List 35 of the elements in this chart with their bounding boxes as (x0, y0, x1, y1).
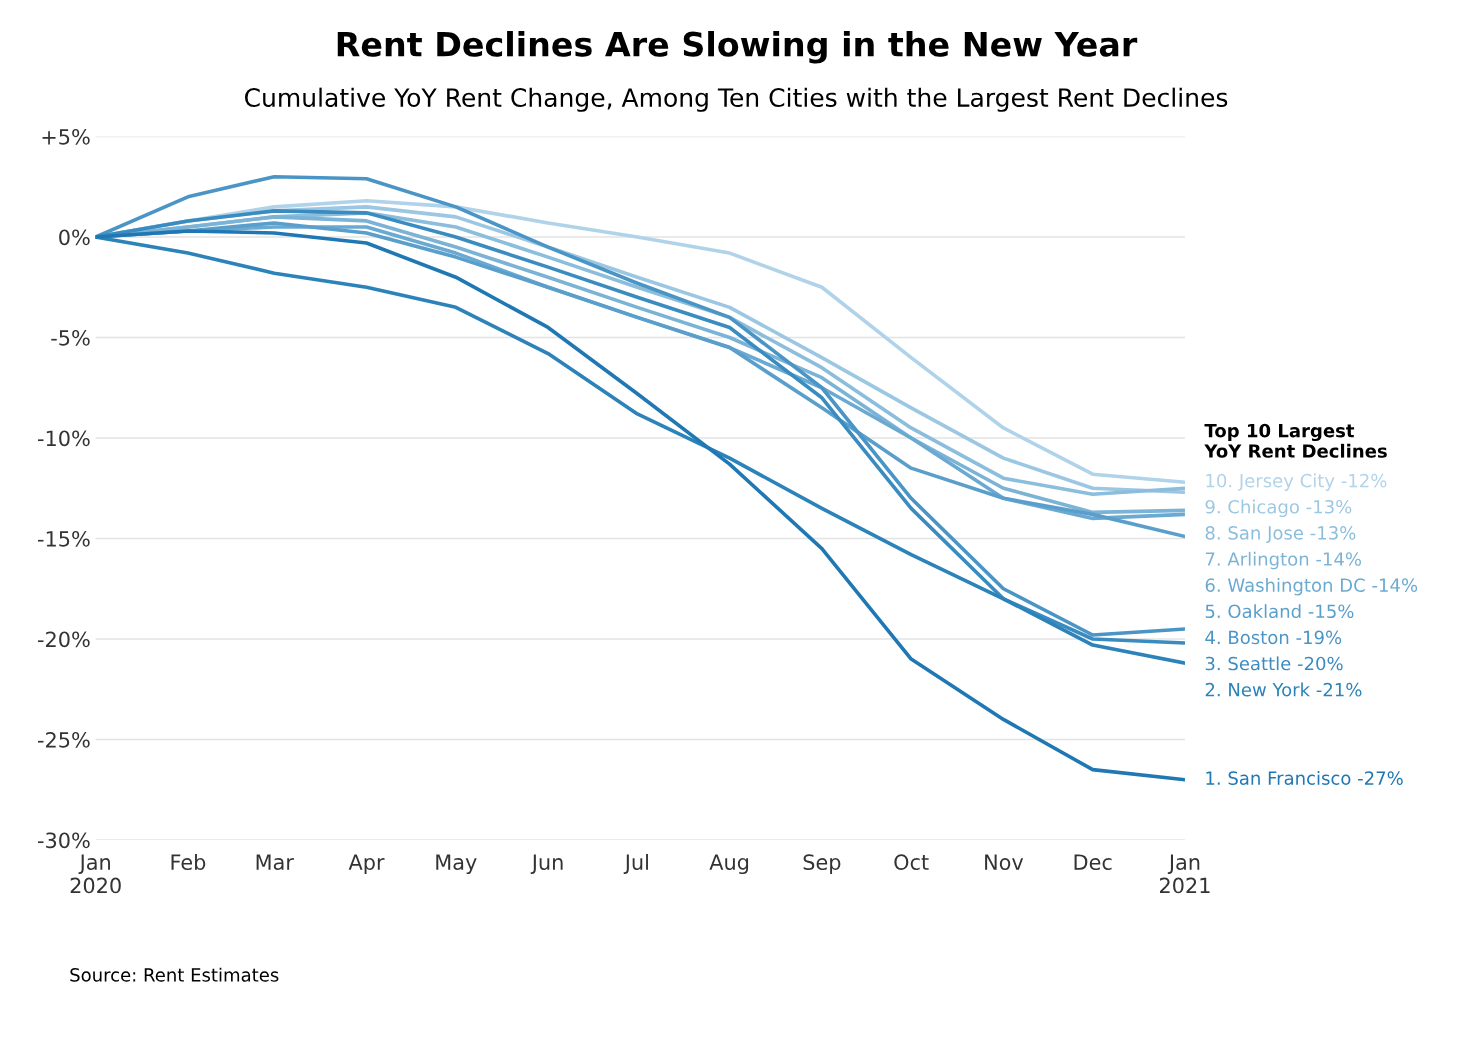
y-tick-label: -10% (38, 430, 90, 447)
x-tick-label: Jul (623, 853, 648, 874)
series-label: 2. New York -21% (1205, 682, 1362, 697)
x-tick-label: Sep (803, 854, 841, 875)
text: 8. San Jose -13% (1205, 526, 1356, 544)
y-tick-label: -15% (38, 530, 90, 547)
series-label: 9. Chicago -13% (1205, 499, 1352, 518)
x-tick-label: Jan 2021 (1159, 854, 1210, 894)
chart-subtitle: Cumulative YoY Rent Change, Among Ten Cities with the Largest Rent Declines (244, 87, 1228, 112)
x-tick-label: Oct (894, 854, 929, 871)
y-tick-label: 0% (59, 229, 90, 246)
series-label: 1. San Francisco -27% (1206, 770, 1403, 785)
x-tick-label: Dec (1074, 854, 1112, 871)
text: 7. Arlington -14% (1205, 551, 1362, 570)
y-tick-label: -30% (38, 832, 90, 849)
x-tick-label: Apr (348, 854, 385, 875)
text: 5. Oakland -15% (1205, 604, 1354, 619)
y-tick-label: -20% (38, 631, 90, 648)
series-label: 10. Jersey City -12% (1206, 473, 1387, 491)
y-tick-label: +5% (42, 128, 90, 145)
x-tick-label: May (436, 854, 477, 875)
y-tick-label: -5% (51, 329, 90, 346)
x-tick-label: Feb (171, 853, 206, 871)
legend-title: Top 10 Largest YoY Rent Declines (1204, 423, 1387, 458)
x-tick-label: Jun (530, 854, 563, 874)
source-note: Source: Rent Estimates (70, 967, 279, 982)
y-tick-label: -25% (38, 731, 90, 748)
x-tick-label: Jan 2020 (70, 854, 121, 894)
series-label: 4. Boston -19% (1205, 630, 1342, 645)
series-label: 3. Seattle -20% (1205, 656, 1343, 671)
x-tick-label: Nov (985, 854, 1024, 871)
x-tick-label: Mar (256, 854, 294, 871)
x-tick-label: Aug (709, 854, 749, 875)
text: 6. Washington DC -14% (1205, 578, 1418, 596)
chart-title: Rent Declines Are Slowing in the New Year (337, 30, 1138, 64)
